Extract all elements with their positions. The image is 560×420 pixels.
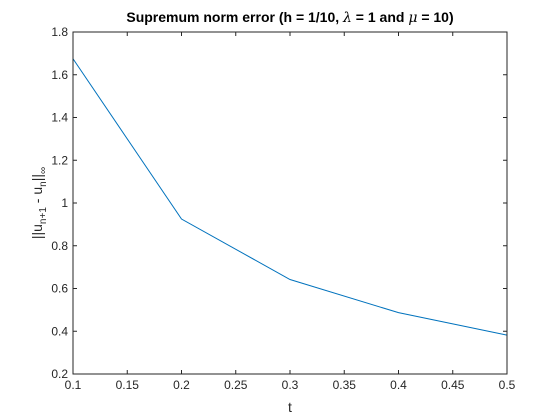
- title-prefix: Supremum norm error (h = 1/10,: [126, 9, 343, 25]
- y-tick-label: 0.2: [51, 367, 68, 381]
- ylabel-minus: - u: [29, 187, 45, 207]
- chart-title: Supremum norm error (h = 1/10, λ = 1 and…: [126, 9, 453, 26]
- y-tick-label: 1: [61, 196, 68, 210]
- x-tick-label: 0.25: [224, 378, 248, 392]
- y-tick-label: 1.4: [51, 111, 68, 125]
- x-tick-label: 0.3: [282, 378, 299, 392]
- x-tick-label: 0.2: [173, 378, 190, 392]
- title-middle: = 1 and: [352, 9, 408, 25]
- x-tick-label: 0.45: [441, 378, 465, 392]
- ylabel-sub-n-plus-1: n+1: [38, 207, 49, 224]
- x-tick-label: 0.5: [499, 378, 516, 392]
- y-tick-label: 0.4: [51, 324, 68, 338]
- x-tick-label: 0.15: [116, 378, 140, 392]
- x-axis-title: t: [288, 399, 292, 415]
- ylabel-open: ||u: [29, 224, 45, 239]
- ylabel-close: ||: [29, 174, 45, 181]
- y-tick-label: 1.8: [51, 25, 68, 39]
- title-suffix: = 10): [417, 9, 453, 25]
- y-tick-label: 1.2: [51, 153, 68, 167]
- y-tick-label: 0.6: [51, 282, 68, 296]
- ylabel-sub-infinity: ∞: [38, 167, 49, 174]
- y-tick-label: 1.6: [51, 68, 68, 82]
- x-tick-label: 0.4: [390, 378, 407, 392]
- plot-area: [73, 32, 507, 374]
- title-mu-symbol: μ: [408, 10, 417, 26]
- title-lambda-symbol: λ: [342, 10, 352, 26]
- x-tick-label: 0.35: [333, 378, 357, 392]
- y-tick-label: 0.8: [51, 239, 68, 253]
